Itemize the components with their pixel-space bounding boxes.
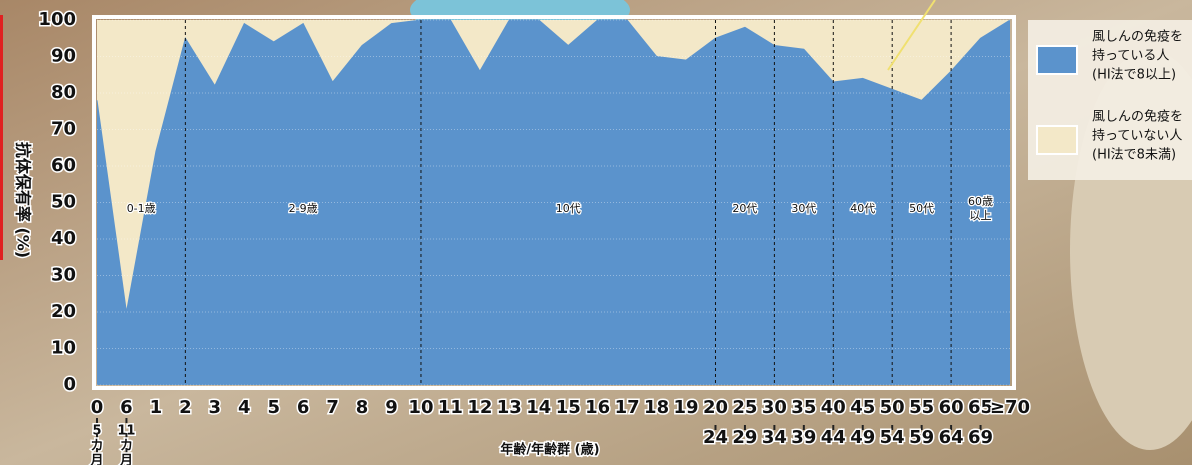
edge-mark (0, 15, 3, 260)
legend-swatch (1036, 125, 1078, 155)
x-tick-label: 16 (585, 397, 610, 418)
x-tick-label: 69 (968, 427, 993, 448)
x-tick-label: 55 (909, 397, 934, 418)
x-tick-label: 60 (939, 397, 964, 418)
x-tick-label: 月 (119, 454, 133, 465)
x-tick-label: 6 (297, 397, 310, 418)
group-label: 40代 (850, 202, 875, 215)
x-tick-label: 3 (209, 397, 222, 418)
y-tick-label: 70 (51, 119, 76, 140)
x-tick-label: 11 (438, 397, 463, 418)
legend-label: 持っている人 (1092, 49, 1169, 64)
x-tick-label: 8 (356, 397, 369, 418)
y-tick-label: 60 (51, 155, 76, 176)
legend-label: 風しんの免疫を (1092, 109, 1183, 125)
x-tick-label: 29 (732, 427, 757, 448)
x-tick-label: 1 (150, 397, 163, 418)
legend-label: 風しんの免疫を (1092, 29, 1183, 45)
x-tick-label: カ (120, 439, 133, 454)
legend-label: (HI法で8未満) (1092, 148, 1176, 163)
x-tick-label: 20 (703, 397, 728, 418)
x-tick-label: 15 (556, 397, 581, 418)
group-label: 30代 (791, 202, 816, 215)
x-tick-label: 24 (703, 427, 728, 448)
x-tick-label: 40 (821, 397, 846, 418)
group-label: 10代 (556, 202, 581, 215)
group-label: 0-1歳 (127, 202, 156, 215)
legend-label: 持っていない人 (1092, 129, 1182, 144)
x-tick-label: 17 (615, 397, 640, 418)
x-tick-label: 49 (850, 427, 875, 448)
x-tick-label: 19 (674, 397, 699, 418)
group-label: 2-9歳 (289, 202, 318, 215)
plot-frame (92, 15, 1016, 390)
x-tick-label: 59 (909, 427, 934, 448)
y-tick-label: 80 (51, 82, 76, 103)
x-tick-label: カ (90, 439, 103, 454)
x-tick-label: 月 (89, 454, 103, 465)
x-tick-label: 5 (92, 424, 101, 439)
group-label: 50代 (909, 202, 934, 215)
x-tick-label: 7 (326, 397, 339, 418)
x-tick-label: 54 (880, 427, 905, 448)
y-axis-label: 抗体保有率 (%) (14, 142, 33, 258)
y-tick-label: 20 (51, 301, 76, 322)
x-tick-label: 5 (267, 397, 280, 418)
x-tick-label: 44 (821, 427, 846, 448)
x-tick-label: 25 (732, 397, 757, 418)
x-tick-label: ≥70 (990, 397, 1030, 418)
x-tick-label: 50 (880, 397, 905, 418)
y-tick-label: 30 (51, 265, 76, 286)
legend-swatch (1036, 45, 1078, 75)
x-tick-label: 12 (467, 397, 492, 418)
x-axis-label: 年齢/年齢群 (歳) (500, 442, 599, 458)
y-tick-label: 40 (51, 228, 76, 249)
x-tick-label: 11 (117, 424, 135, 439)
y-tick-label: 50 (51, 192, 76, 213)
x-tick-label: 0 (91, 397, 104, 418)
legend-label: (HI法で8以上) (1092, 68, 1176, 83)
x-tick-label: 9 (385, 397, 398, 418)
x-tick-label: 18 (644, 397, 669, 418)
x-tick-label: 4 (238, 397, 251, 418)
x-tick-label: 35 (791, 397, 816, 418)
x-tick-label: 2 (179, 397, 192, 418)
x-tick-label: 64 (939, 427, 964, 448)
y-tick-label: 0 (63, 374, 76, 395)
group-label: 20代 (732, 202, 757, 215)
y-tick-label: 10 (51, 338, 76, 359)
area-fill (97, 20, 1010, 385)
group-label: 60歳 (968, 195, 993, 208)
x-tick-label: 39 (791, 427, 816, 448)
area-line (96, 19, 1011, 313)
y-tick-label: 100 (38, 9, 76, 30)
x-tick-label: 6 (120, 397, 133, 418)
x-tick-label: 34 (762, 427, 787, 448)
x-tick-label: 10 (408, 397, 433, 418)
group-label: 以上 (970, 209, 992, 222)
x-tick-label: 65 (968, 397, 993, 418)
x-tick-label: 14 (526, 397, 551, 418)
x-tick-label: 13 (497, 397, 522, 418)
x-tick-label: 30 (762, 397, 787, 418)
pointer (887, 0, 936, 71)
y-tick-label: 90 (51, 46, 76, 67)
x-tick-label: 45 (850, 397, 875, 418)
